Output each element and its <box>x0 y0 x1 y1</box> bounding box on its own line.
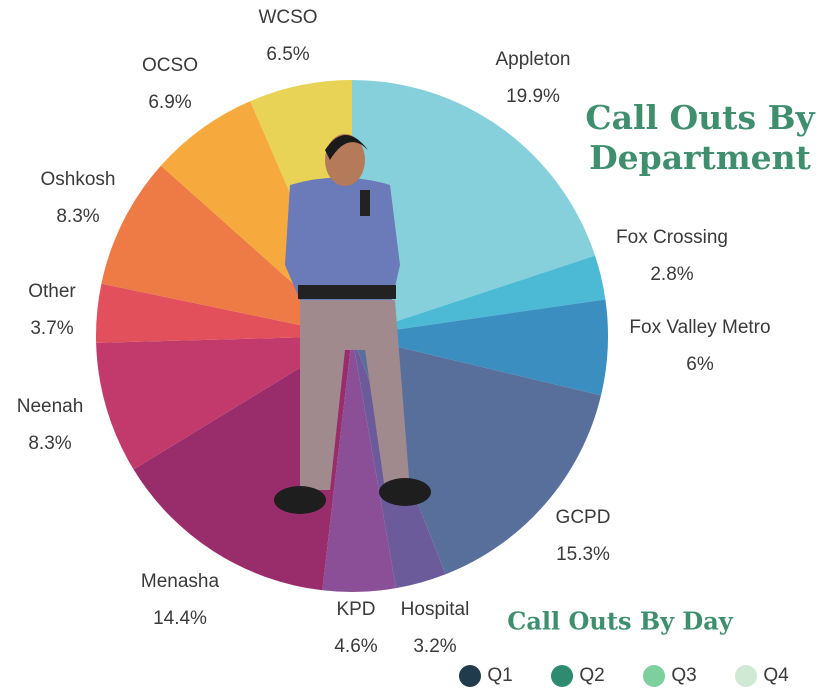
value-label: 4.6% <box>334 636 377 657</box>
legend-swatch <box>643 665 665 687</box>
legend-label: Q4 <box>763 665 789 686</box>
slice-label: Oshkosh <box>41 169 116 190</box>
slice-label: Appleton <box>495 49 570 70</box>
value-label: 6.9% <box>148 92 191 113</box>
value-label: 3.7% <box>30 318 73 339</box>
slice-label: Other <box>28 281 76 302</box>
officer-illustration <box>274 134 431 514</box>
legend-swatch <box>735 665 757 687</box>
value-label: 3.2% <box>413 636 456 657</box>
pie-slice <box>96 336 352 470</box>
pie-slice <box>352 299 608 396</box>
slice-label: Neenah <box>17 396 84 417</box>
value-label: 8.3% <box>28 433 71 454</box>
slice-label: Menasha <box>141 571 220 592</box>
slice-label: Hospital <box>401 599 470 620</box>
pie-slice <box>96 283 352 343</box>
pie-slice <box>352 80 596 336</box>
slice-label: Fox Valley Metro <box>629 317 770 338</box>
pie-slice <box>322 336 397 592</box>
legend-label: Q2 <box>579 665 604 686</box>
pie-slice <box>352 255 606 336</box>
value-label: 2.8% <box>650 264 693 285</box>
pie-slice <box>133 336 352 591</box>
slice-label: OCSO <box>142 55 198 76</box>
legend-swatch <box>459 665 481 687</box>
value-label: 15.3% <box>556 544 610 565</box>
legend-label: Q3 <box>671 665 696 686</box>
legend: Q1 Q2 Q3 Q4 <box>459 665 789 687</box>
value-label: 14.4% <box>153 608 207 629</box>
chart-title: Call Outs By Department <box>585 98 815 177</box>
legend-swatch <box>551 665 573 687</box>
pie-slice <box>352 336 602 575</box>
legend-title: Call Outs By Day <box>507 607 734 636</box>
value-label: 6.5% <box>266 44 309 65</box>
value-label: 19.9% <box>506 86 560 107</box>
pie-slice <box>101 165 353 336</box>
value-label: 8.3% <box>56 206 99 227</box>
slice-label: Fox Crossing <box>616 227 728 248</box>
slice-label: KPD <box>336 599 375 620</box>
value-label: 6% <box>686 354 714 375</box>
slice-label: GCPD <box>556 507 611 528</box>
legend-label: Q1 <box>487 665 512 686</box>
slice-label: WCSO <box>258 7 317 28</box>
